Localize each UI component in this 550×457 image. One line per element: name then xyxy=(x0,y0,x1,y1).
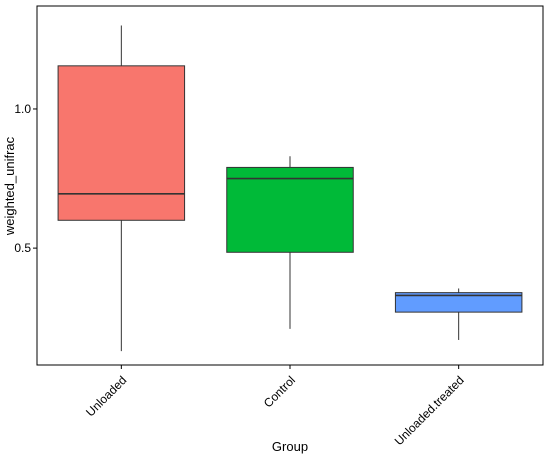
x-tick-label: Unloaded xyxy=(83,373,129,419)
x-tick-label: Unloaded.treated xyxy=(392,373,467,448)
box-group-unloaded-treated xyxy=(394,288,523,340)
y-tick-label: 0.5 xyxy=(14,241,31,255)
y-axis-title: weighted_unifrac xyxy=(2,136,17,236)
box-group-control xyxy=(226,156,354,329)
box-group-unloaded xyxy=(57,25,186,352)
y-axis: 0.5 1.0 xyxy=(14,102,37,255)
y-tick-label: 1.0 xyxy=(14,102,31,116)
box-iqr xyxy=(226,166,354,253)
boxes-layer xyxy=(57,25,523,352)
x-axis: Unloaded Control Unloaded.treated xyxy=(83,365,467,448)
box-iqr xyxy=(57,65,186,221)
x-axis-title: Group xyxy=(272,439,308,454)
box-iqr xyxy=(394,292,523,313)
x-tick-label: Control xyxy=(261,373,298,410)
